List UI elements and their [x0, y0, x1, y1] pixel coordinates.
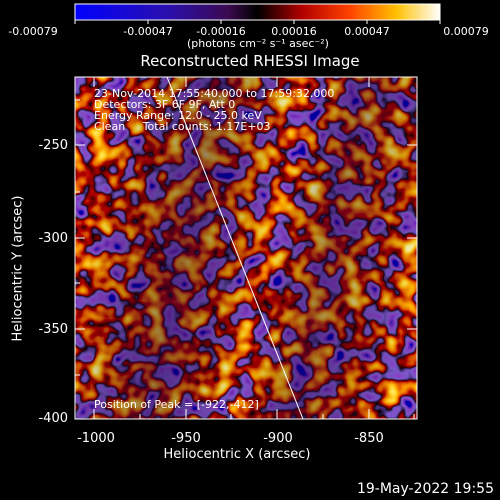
- colorbar-tick: -0.00016: [196, 25, 246, 38]
- footer-date: 19-May-2022 19:55: [356, 481, 494, 497]
- annotation-time-range: 23-Nov-2014 17:55:40.000 to 17:59:32.000: [94, 87, 335, 100]
- annotation-energy: Energy Range: 12.0 - 25.0 keV: [94, 109, 262, 122]
- heatmap-image: [75, 77, 417, 419]
- colorbar-tick: -0.00047: [123, 25, 173, 38]
- annotation-detectors: Detectors: 3F 6F 9F, Att 0: [94, 98, 236, 111]
- colorbar-unit: (photons cm⁻² s⁻¹ asec⁻²): [187, 37, 329, 50]
- solar-limb-line: [166, 77, 304, 419]
- x-tick-label: -950: [171, 431, 201, 446]
- colorbar-tick: 0.00047: [344, 25, 390, 38]
- annotation-peak-position: Position of Peak = [-922,-412]: [94, 398, 259, 411]
- y-axis-label: Heliocentric Y (arcsec): [10, 195, 26, 342]
- x-axis-label: Heliocentric X (arcsec): [0, 447, 500, 462]
- y-tick-label: -400: [38, 411, 68, 426]
- colorbar-tick: -0.00079: [8, 25, 58, 38]
- x-axis-label-text: Heliocentric X (arcsec): [163, 447, 311, 462]
- colorbar-graphic: [74, 3, 441, 24]
- y-tick-label: -250: [38, 138, 68, 153]
- colorbar-tick: 0.00016: [271, 25, 317, 38]
- y-ticks: [75, 99, 417, 420]
- y-tick-label: -300: [38, 231, 68, 246]
- colorbar-tick: 0.00079: [443, 25, 489, 38]
- x-tick-label: -1000: [77, 431, 115, 446]
- plot-frame: [74, 76, 418, 420]
- x-tick-label: -900: [263, 431, 293, 446]
- plot-title: Reconstructed RHESSI Image: [140, 52, 360, 70]
- y-tick-label: -350: [38, 322, 68, 337]
- x-ticks: [93, 77, 415, 419]
- annotation-clean: Clean Total counts: 1.17E+03: [94, 120, 271, 133]
- x-tick-label: -850: [354, 431, 384, 446]
